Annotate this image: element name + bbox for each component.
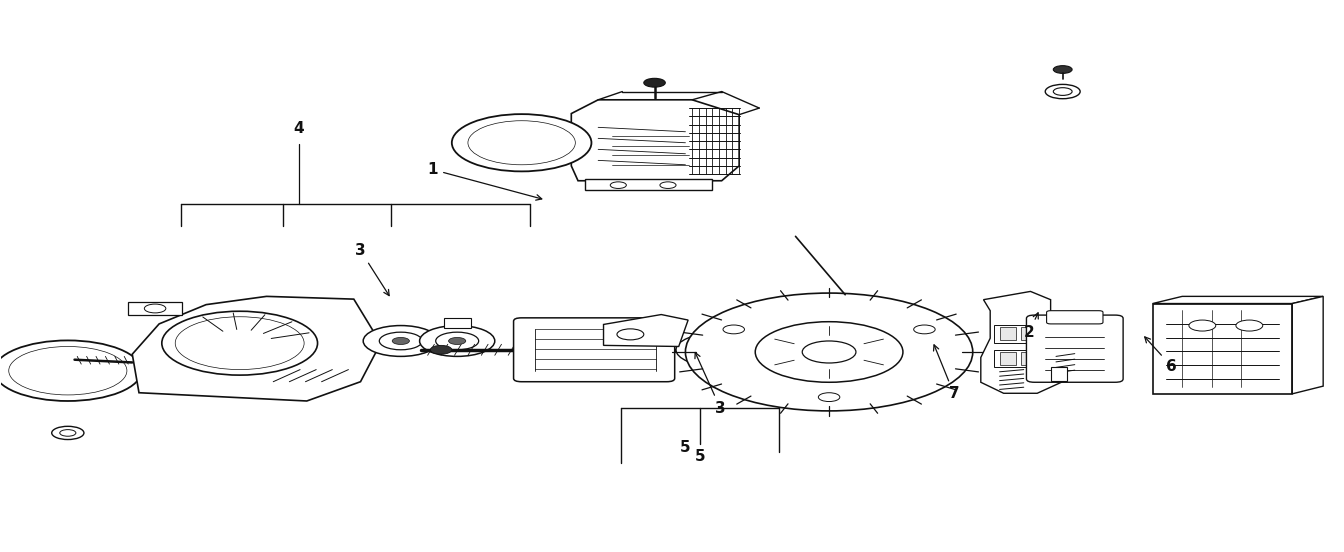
- Circle shape: [449, 337, 466, 344]
- Polygon shape: [1153, 296, 1322, 304]
- FancyBboxPatch shape: [1027, 315, 1124, 383]
- Circle shape: [51, 426, 83, 439]
- Circle shape: [452, 114, 591, 171]
- Circle shape: [392, 337, 410, 344]
- Polygon shape: [603, 315, 688, 347]
- Text: 4: 4: [293, 121, 304, 136]
- Circle shape: [175, 317, 304, 370]
- Bar: [1021, 352, 1038, 365]
- Circle shape: [435, 332, 478, 350]
- Polygon shape: [1293, 296, 1322, 394]
- Circle shape: [723, 325, 745, 334]
- Bar: [1051, 368, 1067, 381]
- Text: 6: 6: [1145, 337, 1177, 374]
- Circle shape: [17, 350, 118, 391]
- Circle shape: [818, 392, 840, 401]
- Text: 5: 5: [695, 449, 706, 464]
- Circle shape: [228, 339, 250, 348]
- Circle shape: [1054, 66, 1073, 73]
- Circle shape: [1046, 84, 1081, 99]
- Circle shape: [478, 125, 564, 161]
- Bar: [1000, 352, 1016, 365]
- Text: 2: 2: [1024, 313, 1039, 339]
- Circle shape: [676, 333, 757, 367]
- Circle shape: [707, 346, 726, 354]
- Polygon shape: [1153, 304, 1293, 394]
- Bar: [128, 302, 181, 315]
- Circle shape: [1054, 88, 1073, 95]
- Circle shape: [1236, 320, 1263, 331]
- Circle shape: [468, 121, 575, 165]
- Circle shape: [379, 332, 422, 350]
- Circle shape: [40, 360, 94, 382]
- Circle shape: [210, 331, 269, 355]
- Circle shape: [9, 347, 126, 395]
- Circle shape: [685, 293, 973, 411]
- FancyBboxPatch shape: [513, 318, 675, 382]
- Circle shape: [430, 346, 452, 354]
- Circle shape: [617, 329, 644, 340]
- Text: 5: 5: [680, 440, 691, 455]
- Circle shape: [802, 341, 856, 363]
- Circle shape: [489, 130, 554, 156]
- Circle shape: [185, 321, 293, 365]
- Bar: [995, 350, 1046, 368]
- Polygon shape: [132, 296, 380, 401]
- Text: 1: 1: [427, 162, 542, 200]
- Circle shape: [513, 140, 530, 146]
- Bar: [585, 178, 712, 189]
- Text: 3: 3: [355, 243, 390, 296]
- Circle shape: [32, 357, 102, 385]
- Circle shape: [610, 182, 626, 188]
- Polygon shape: [571, 100, 739, 181]
- Circle shape: [660, 182, 676, 188]
- Circle shape: [144, 304, 165, 313]
- Circle shape: [692, 340, 741, 360]
- Bar: [1021, 327, 1038, 341]
- Circle shape: [161, 311, 317, 375]
- Circle shape: [501, 135, 542, 151]
- Polygon shape: [981, 291, 1067, 393]
- FancyBboxPatch shape: [1047, 311, 1103, 324]
- Circle shape: [1189, 320, 1216, 331]
- Text: 3: 3: [695, 353, 726, 416]
- Circle shape: [56, 367, 78, 375]
- Circle shape: [914, 325, 935, 334]
- Circle shape: [755, 322, 903, 383]
- Bar: [1000, 327, 1016, 341]
- Circle shape: [644, 78, 665, 87]
- Circle shape: [0, 341, 141, 401]
- Circle shape: [419, 326, 495, 357]
- Circle shape: [363, 326, 438, 357]
- Text: 7: 7: [934, 345, 960, 401]
- Circle shape: [59, 429, 75, 436]
- Circle shape: [199, 327, 280, 360]
- Bar: [444, 318, 470, 328]
- Bar: [995, 325, 1046, 343]
- Circle shape: [723, 343, 755, 357]
